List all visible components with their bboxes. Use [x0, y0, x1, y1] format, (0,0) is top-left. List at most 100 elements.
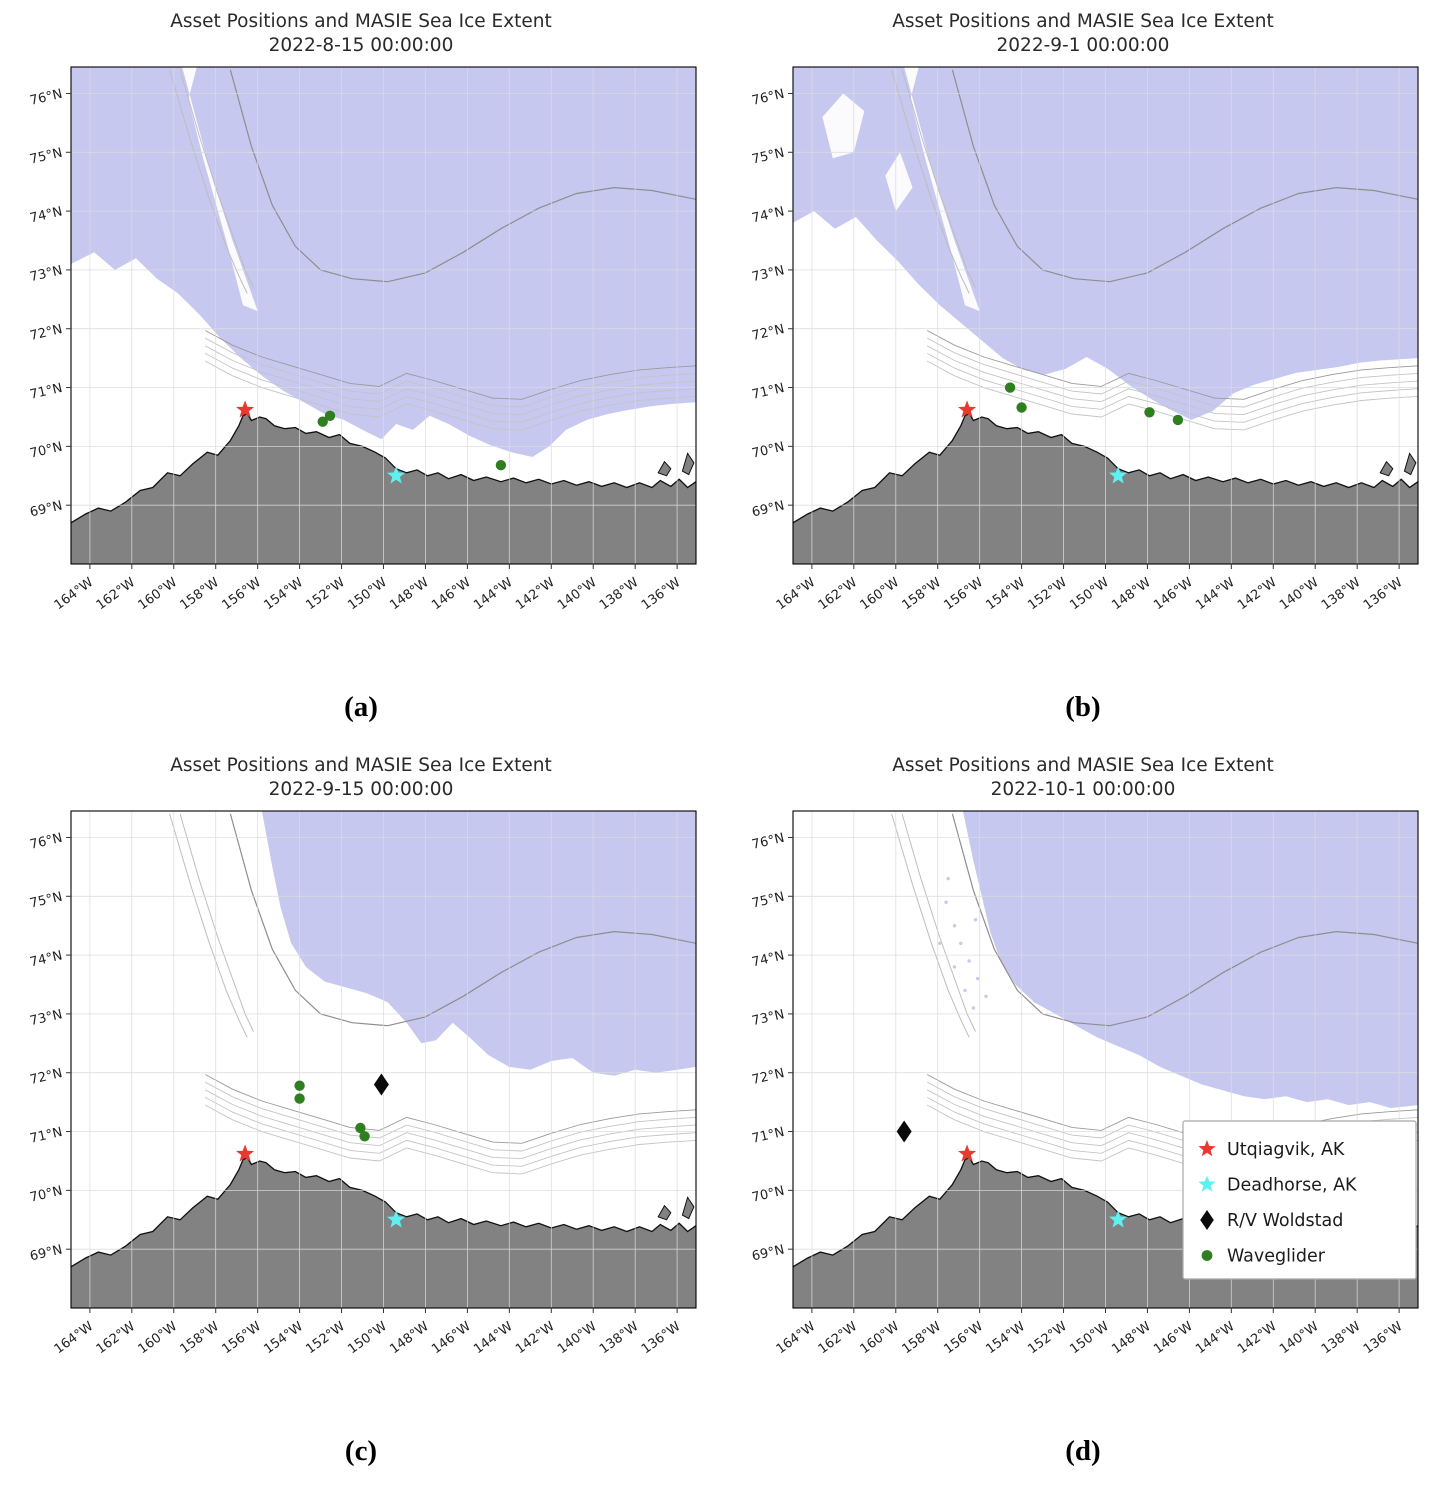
lon-tick-label: 146°W [429, 575, 474, 613]
shelf-contour [204, 1089, 696, 1159]
lon-tick-label: 148°W [1109, 1319, 1154, 1357]
lon-tick-label: 144°W [1193, 575, 1238, 613]
lon-tick-label: 154°W [983, 1319, 1028, 1357]
utqiagvik-marker [958, 1144, 977, 1162]
lat-tick-label: 76°N [751, 87, 786, 109]
island [657, 460, 672, 477]
waveglider-marker [495, 459, 507, 471]
utqiagvik-ak-legend-icon [1198, 1139, 1216, 1156]
lat-tick-label: 70°N [751, 1183, 786, 1205]
lon-tick-label: 148°W [387, 575, 432, 613]
lat-tick-label: 71°N [751, 381, 786, 403]
lat-tick-label: 70°N [29, 439, 64, 461]
lat-tick-label: 71°N [751, 1124, 786, 1146]
bathymetry-contour [169, 813, 248, 1038]
lon-tick-label: 154°W [261, 575, 306, 613]
legend-item-label: Deadhorse, AK [1227, 1175, 1357, 1195]
panel-d-title: Asset Positions and MASIE Sea Ice Extent… [892, 754, 1274, 803]
ice-speckle [984, 994, 988, 998]
bathymetry-contour [179, 69, 254, 288]
lon-tick-label: 142°W [513, 1319, 558, 1357]
waveglider-marker [317, 416, 328, 427]
waveglider-marker [1004, 382, 1016, 393]
lon-tick-label: 152°W [303, 1319, 348, 1357]
lon-tick-label: 156°W [219, 1319, 264, 1357]
lon-tick-label: 158°W [178, 575, 223, 613]
lon-tick-label: 138°W [1319, 1319, 1364, 1357]
panel-c-title-line1: Asset Positions and MASIE Sea Ice Extent [170, 754, 552, 776]
lon-tick-label: 142°W [1235, 1319, 1280, 1357]
graticule [71, 810, 696, 1308]
lon-tick-label: 162°W [94, 1319, 139, 1357]
lon-tick-label: 136°W [1361, 575, 1406, 613]
lon-tick-label: 156°W [219, 575, 264, 613]
panel-b-subtitle: 2022-9-1 00:00:00 [996, 35, 1170, 57]
lon-tick-label: 144°W [471, 575, 516, 613]
ice-speckle [959, 941, 963, 945]
waveglider-marker [324, 410, 336, 421]
lon-tick-label: 160°W [858, 575, 903, 613]
asset-markers [896, 1120, 1128, 1228]
lat-tick-label: 76°N [29, 830, 64, 852]
lon-tick-label: 162°W [94, 575, 139, 613]
lon-tick-label: 138°W [1319, 575, 1364, 613]
lon-tick-label: 152°W [1025, 575, 1070, 613]
shelf-contour [926, 1073, 1418, 1144]
lat-tick-label: 71°N [29, 1124, 64, 1146]
panel-b-title: Asset Positions and MASIE Sea Ice Extent… [892, 10, 1274, 59]
shelf-contour [204, 329, 696, 400]
lon-tick-label: 140°W [1277, 1319, 1322, 1357]
ice-speckle [963, 988, 967, 992]
shelf-contour [204, 1073, 696, 1144]
shelf-contour [204, 345, 696, 415]
lat-tick-label: 72°N [29, 1066, 64, 1088]
lat-tick-label: 75°N [751, 889, 786, 911]
shelf-contour [204, 360, 696, 431]
open-water-lead [182, 66, 258, 311]
lon-tick-label: 154°W [261, 1319, 306, 1357]
island [681, 1195, 695, 1219]
lat-tick-label: 73°N [751, 1007, 786, 1029]
lat-tick-label: 72°N [29, 322, 64, 344]
waveglider-marker [355, 1122, 366, 1133]
panel-a-letter: (a) [344, 690, 378, 723]
graticule [793, 66, 1418, 564]
lon-tick-label: 162°W [816, 1319, 861, 1357]
lon-tick-label: 146°W [429, 1319, 474, 1357]
utqiagvik-marker [958, 400, 977, 418]
shelf-contour [926, 329, 1418, 400]
ice-speckle [952, 923, 957, 928]
lon-tick-label: 150°W [345, 575, 390, 613]
lon-tick-label: 140°W [555, 1319, 600, 1357]
ice-speckle [946, 876, 950, 880]
lon-tick-label: 144°W [471, 1319, 516, 1357]
waveglider-marker [359, 1130, 370, 1142]
island [1403, 452, 1417, 476]
lon-tick-label: 150°W [345, 1319, 390, 1357]
utqiagvik-marker [236, 400, 255, 418]
ice-speckle [944, 900, 948, 904]
rv-woldstad-marker [373, 1073, 389, 1096]
lon-tick-label: 164°W [52, 575, 97, 613]
map-c: 76°N 75°N 74°N 73°N 72°N 71°N 70°N 69°N 164°W162… [29, 810, 697, 1357]
legend: Utqiagvik, AK Deadhorse, AK R/V Woldstad Wa… [1182, 1120, 1417, 1280]
lon-tick-label: 138°W [597, 1319, 642, 1357]
lon-tick-label: 164°W [52, 1319, 97, 1357]
lon-tick-label: 150°W [1067, 1319, 1112, 1357]
panel-d-title-line1: Asset Positions and MASIE Sea Ice Extent [892, 754, 1274, 776]
waveglider-marker [1172, 414, 1184, 425]
lat-tick-label: 72°N [751, 322, 786, 344]
lon-tick-label: 136°W [639, 575, 684, 613]
waveglider-marker [1144, 406, 1155, 418]
panel-d-subtitle: 2022-10-1 00:00:00 [990, 779, 1176, 801]
lat-tick-label: 69°N [751, 498, 786, 520]
panel-a: Asset Positions and MASIE Sea Ice Extent… [0, 6, 722, 736]
shelf-contour [926, 345, 1418, 415]
lat-tick-label: 75°N [751, 145, 786, 167]
lon-tick-label: 162°W [816, 575, 861, 613]
island [681, 452, 695, 476]
asset-markers [236, 400, 507, 484]
lon-tick-label: 152°W [303, 575, 348, 613]
lat-tick-label: 74°N [751, 204, 786, 226]
